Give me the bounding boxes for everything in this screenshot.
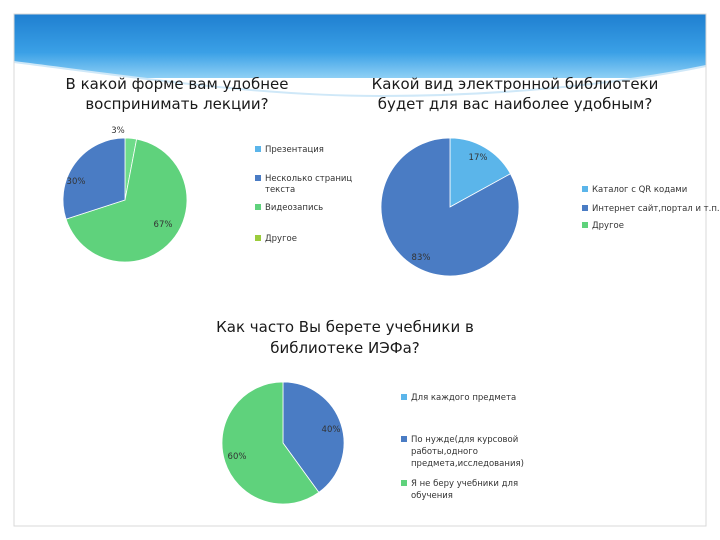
chart-3-legend-label-dont-take-l1: Я не беру учебники для [411, 479, 518, 489]
chart-3-title-line-2: библиотеке ИЭФа? [270, 339, 420, 357]
chart-2-legend: Каталог с QR кодами Интернет сайт,портал… [582, 185, 720, 231]
chart-2-legend-swatch-other [582, 222, 588, 228]
chart-1-slice-3 [65, 138, 188, 263]
chart-3-legend-swatch-dont-take [401, 480, 407, 486]
chart-1-legend-swatch-video [255, 204, 261, 210]
chart-3-title-line-1: Как часто Вы берете учебники в [216, 318, 474, 336]
header-wave-line [13, 61, 707, 98]
chart-lecture-format: В какой форме вам удобнее воспринимать л… [62, 75, 352, 263]
chart-2-legend-swatch-website [582, 205, 588, 211]
chart-1-legend-swatch-text-pages [255, 175, 261, 181]
chart-2-slice-2 [380, 137, 520, 277]
chart-3-label-dont-take: 60% [228, 452, 247, 462]
slide-frame [13, 13, 707, 527]
chart-2-legend-label-qr: Каталог с QR кодами [592, 185, 687, 195]
chart-3-slices [221, 381, 345, 505]
chart-3-legend: Для каждого предмета По нужде(для курсов… [401, 393, 524, 501]
chart-3-legend-label-each-subject: Для каждого предмета [411, 393, 516, 403]
chart-1-legend-swatch-presentation [255, 146, 261, 152]
chart-3-slice-2 [282, 381, 345, 493]
chart-1-legend-label-text-pages-l1: Несколько страниц [265, 174, 352, 184]
chart-1-label-video: 67% [154, 220, 173, 230]
chart-3-legend-label-as-needed-l2: работы,одного [411, 447, 478, 457]
chart-1-legend-label-other: Другое [265, 234, 297, 244]
chart-3-legend-label-as-needed-l3: предмета,исследования) [411, 459, 524, 469]
header-band [14, 14, 706, 78]
chart-1-slice-2 [62, 137, 126, 220]
chart-3-legend-swatch-as-needed [401, 436, 407, 442]
chart-1-legend-label-presentation: Презентация [265, 145, 324, 155]
chart-3-legend-label-as-needed-l1: По нужде(для курсовой [411, 435, 518, 445]
chart-2-label-website: 83% [412, 253, 431, 263]
chart-1-legend-swatch-other [255, 235, 261, 241]
chart-2-slices [380, 137, 520, 277]
header-wave [14, 62, 706, 526]
chart-3-slice-3 [221, 381, 320, 505]
chart-library-type: Какой вид электронной библиотеки будет д… [372, 75, 720, 277]
chart-2-slice-1 [449, 137, 512, 208]
chart-2-label-qr: 17% [469, 153, 488, 163]
chart-1-legend: Презентация Несколько страниц текста Вид… [255, 145, 352, 244]
chart-2-title-line-2: будет для вас наиболее удобным? [378, 95, 653, 113]
chart-2-legend-label-website: Интернет сайт,портал и т.п. [592, 204, 720, 214]
chart-1-title-line-2: воспринимать лекции? [85, 95, 268, 113]
chart-3-legend-swatch-each-subject [401, 394, 407, 400]
chart-2-legend-label-other: Другое [592, 221, 624, 231]
chart-1-slices [62, 137, 188, 263]
chart-1-title-line-1: В какой форме вам удобнее [66, 75, 289, 93]
chart-2-title-line-1: Какой вид электронной библиотеки [372, 75, 659, 93]
chart-2-legend-swatch-qr [582, 186, 588, 192]
chart-3-legend-label-dont-take-l2: обучения [411, 491, 453, 501]
chart-1-label-text-pages: 30% [67, 177, 86, 187]
chart-3-label-as-needed: 40% [322, 425, 341, 435]
chart-1-legend-label-video: Видеозапись [265, 203, 323, 213]
chart-1-legend-label-text-pages-l2: текста [265, 185, 295, 195]
chart-1-label-other: 3% [111, 126, 125, 136]
chart-textbook-frequency: Как часто Вы берете учебники в библиотек… [216, 318, 524, 505]
